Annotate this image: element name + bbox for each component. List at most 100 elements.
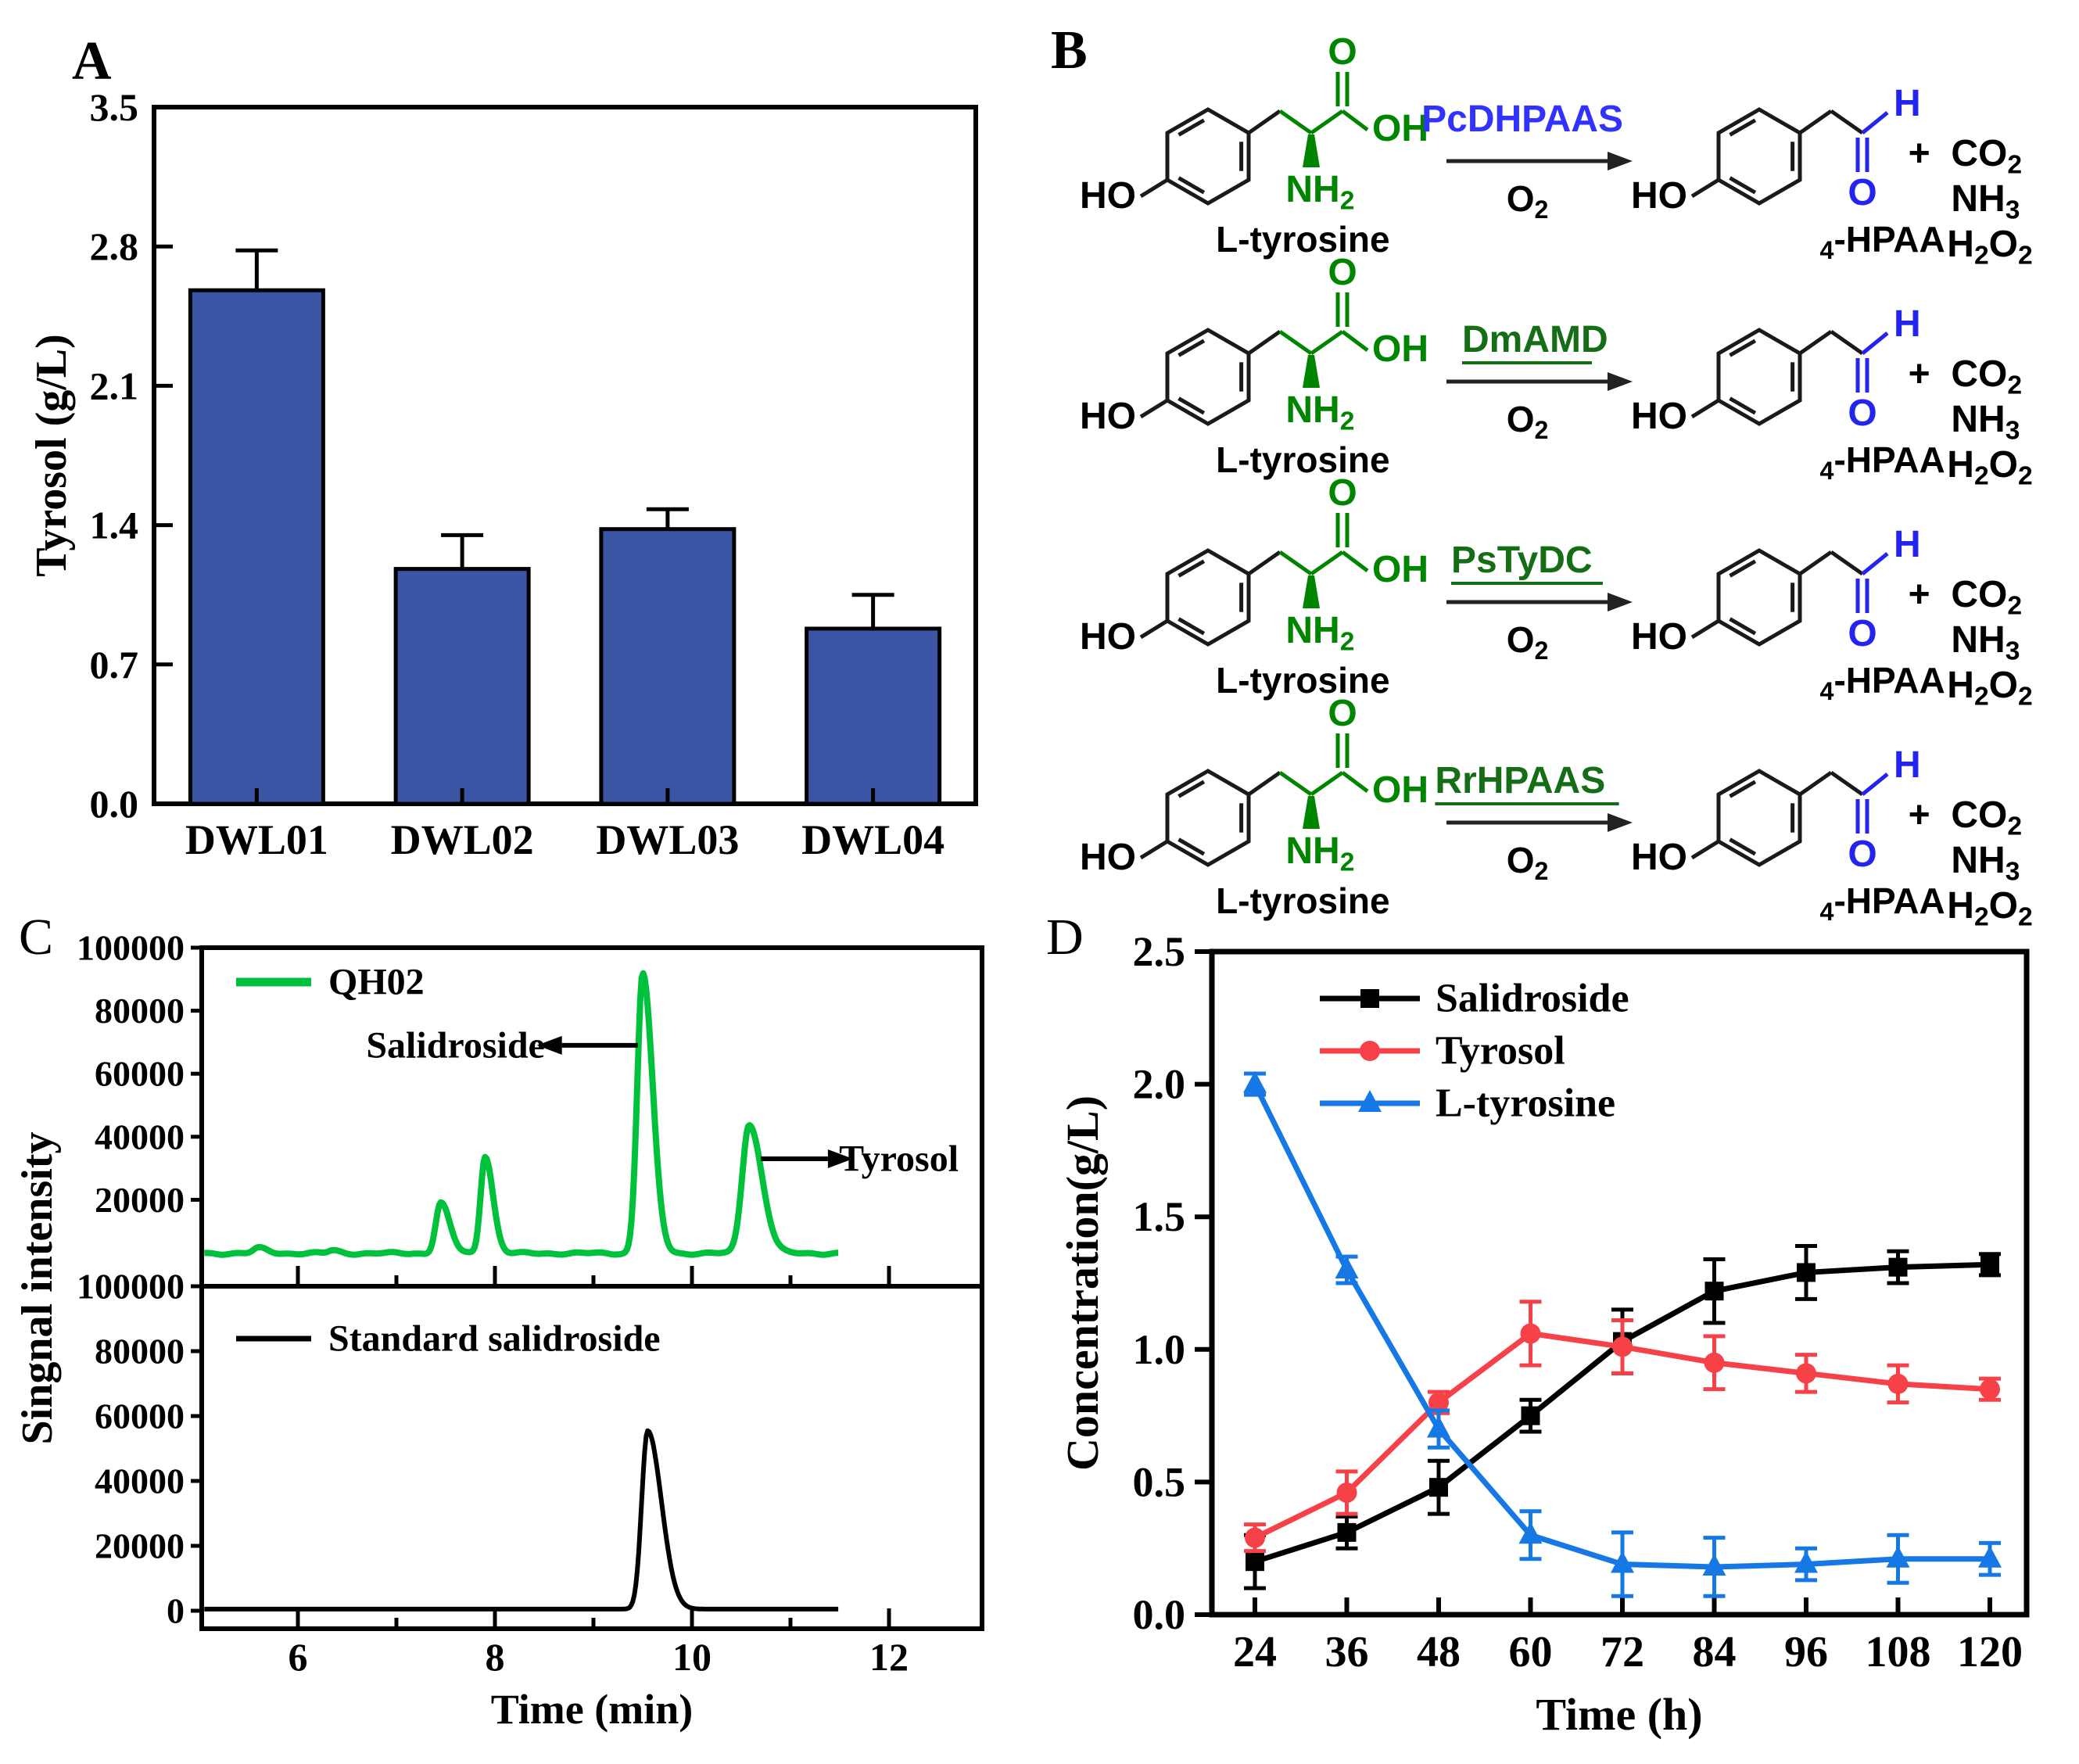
- x-tick-label: 36: [1325, 1628, 1369, 1676]
- amine-label: NH2: [1285, 830, 1354, 877]
- carbonyl-o-label: O: [1328, 252, 1357, 293]
- circle-marker-icon: [1360, 1041, 1380, 1061]
- arrowhead-icon: [1608, 813, 1633, 832]
- hydroxyl-label: HO: [1631, 616, 1687, 658]
- legend-label: L-tyrosine: [1436, 1081, 1615, 1126]
- arrowhead-icon: [827, 1149, 853, 1169]
- y-axis-title: Concentration(g/L): [1057, 1095, 1108, 1471]
- amine-label: NH2: [1285, 610, 1354, 657]
- byproduct-nh3: NH3: [1951, 840, 2020, 887]
- circle-marker-icon: [1980, 1379, 2000, 1400]
- reaction-arrow: DmAMD O2: [1446, 319, 1633, 444]
- benzene-ring: [1165, 769, 1251, 867]
- benzene-ring: [1716, 328, 1802, 426]
- acid-oh-label: OH: [1372, 549, 1428, 590]
- square-marker-icon: [1246, 1552, 1264, 1572]
- bar: [393, 567, 531, 806]
- triangle-marker-icon: [1611, 1551, 1634, 1573]
- product-label: 4-HPAA: [1820, 660, 1945, 705]
- triangle-marker-icon: [1427, 1415, 1450, 1438]
- bar: [599, 527, 737, 806]
- x-tick-label: 96: [1784, 1628, 1828, 1676]
- triangle-marker-icon: [1358, 1090, 1382, 1112]
- aldehyde-o-label: O: [1848, 393, 1876, 434]
- carbonyl-o-label: O: [1328, 472, 1357, 514]
- panel-a-label: A: [72, 31, 112, 91]
- aldehyde-o-label: O: [1848, 834, 1876, 875]
- x-tick-label: 60: [1509, 1628, 1553, 1676]
- square-marker-icon: [1980, 1255, 1999, 1275]
- reaction-arrow: PsTyDC O2: [1446, 540, 1633, 665]
- series-l-tyrosine: [1243, 1070, 2002, 1598]
- x-tick-label: 108: [1866, 1628, 1931, 1676]
- acid-oh-label: OH: [1372, 769, 1428, 811]
- circle-marker-icon: [1428, 1392, 1449, 1413]
- reaction-arrow: PcDHPAAS O2: [1421, 99, 1633, 224]
- panel-d-label: D: [1046, 909, 1084, 966]
- aldehyde-h-label: H: [1894, 303, 1921, 345]
- wedge-bond: [1303, 134, 1320, 167]
- legend-qh02: QH02: [236, 962, 425, 1003]
- y-tick-label: 1.4: [90, 504, 139, 547]
- byproduct-h2o2: H2O2: [1947, 224, 2032, 271]
- y-tick-label: 20000: [95, 1526, 185, 1566]
- y-tick-label: 2.5: [1133, 928, 1186, 975]
- byproduct-nh3: NH3: [1951, 399, 2020, 446]
- bar: [188, 288, 325, 806]
- arrowhead-icon: [1608, 372, 1633, 391]
- qh02-trace: [203, 970, 841, 1258]
- aldehyde-o-label: O: [1848, 613, 1876, 654]
- panel-a-bar-chart: 0.0 0.7 1.4 2.1 2.8 3.5 Tyrosol (g/L) DWL01 DWL0…: [27, 85, 978, 863]
- square-marker-icon: [1797, 1263, 1816, 1282]
- y-tick-label: 2.8: [90, 224, 139, 268]
- panel-d-line-chart: 0.0 0.5 1.0 1.5 2.0 2.5 24 36 48 60 72 84 96 108 120 Ti…: [1057, 928, 2030, 1740]
- legend-entry-tyrosol: Tyrosol: [1320, 1029, 1565, 1074]
- circle-marker-icon: [1796, 1363, 1816, 1384]
- byproduct-nh3: NH3: [1951, 619, 2020, 666]
- y-tick-label: 100000: [77, 1267, 185, 1307]
- plus-sign: +: [1909, 794, 1930, 836]
- triangle-marker-icon: [1518, 1522, 1543, 1544]
- circle-marker-icon: [1887, 1373, 1909, 1394]
- annotation-label: Tyrosol: [839, 1138, 959, 1180]
- legend-label: QH02: [328, 962, 425, 1003]
- aldehyde-o-label: O: [1848, 172, 1876, 213]
- y-axis-title: Tyrosol (g/L): [27, 334, 76, 577]
- benzene-ring: [1716, 107, 1802, 206]
- byproduct-nh3: NH3: [1951, 178, 2020, 225]
- plus-sign: +: [1909, 133, 1930, 174]
- benzene-ring: [1165, 328, 1251, 426]
- benzene-ring: [1165, 107, 1251, 206]
- triangle-marker-icon: [1886, 1545, 1910, 1568]
- y-tick-label: 100000: [77, 928, 185, 968]
- byproduct-co2: CO2: [1951, 794, 2022, 841]
- benzene-ring: [1716, 548, 1802, 647]
- x-tick-label: 84: [1693, 1628, 1737, 1676]
- aldehyde-h-label: H: [1894, 744, 1921, 786]
- acid-oh-label: OH: [1372, 328, 1428, 370]
- substrate-label: L-tyrosine: [1216, 660, 1389, 701]
- square-marker-icon: [1337, 1522, 1357, 1542]
- byproduct-co2: CO2: [1951, 133, 2022, 180]
- byproduct-co2: CO2: [1951, 353, 2022, 400]
- y-tick-label: 80000: [95, 1332, 185, 1371]
- x-tick-label: 12: [869, 1635, 909, 1679]
- plot-frame-top: [199, 945, 984, 1289]
- byproduct-h2o2: H2O2: [1947, 665, 2032, 712]
- legend-entry-salidroside: Salidroside: [1320, 977, 1629, 1021]
- bar-DWL02: [393, 532, 531, 806]
- plus-sign: +: [1909, 353, 1930, 395]
- x-tick-label: 10: [672, 1635, 712, 1679]
- byproduct-h2o2: H2O2: [1947, 444, 2032, 491]
- arrowhead-icon: [1608, 593, 1633, 611]
- substrate-label: L-tyrosine: [1216, 219, 1389, 260]
